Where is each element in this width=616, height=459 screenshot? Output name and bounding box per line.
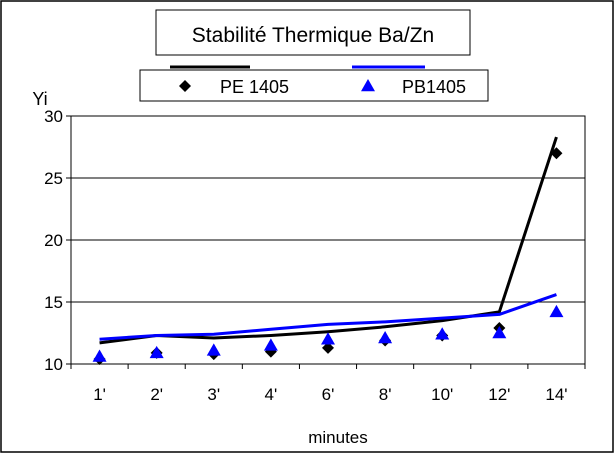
x-tick-label: 10' xyxy=(431,385,453,404)
data-point-pb1405 xyxy=(92,349,107,362)
x-tick-label: 8' xyxy=(379,385,392,404)
title-box xyxy=(155,9,471,56)
chart-title: Stabilité Thermique Ba/Zn xyxy=(192,24,434,47)
x-axis-label: minutes xyxy=(308,428,368,447)
data-point-pb1405 xyxy=(435,327,450,340)
legend-marker-1 xyxy=(361,79,375,92)
y-tick-label: 15 xyxy=(44,293,63,312)
x-tick-label: 3' xyxy=(207,385,220,404)
legend-marker-0 xyxy=(179,80,191,92)
data-point-pb1405 xyxy=(263,338,278,351)
legend: PE 1405 PB1405 xyxy=(170,65,466,97)
x-tick-label: 2' xyxy=(150,385,163,404)
x-tick-label: 14' xyxy=(545,385,567,404)
y-tick-label: 10 xyxy=(44,355,63,374)
data-point-pb1405 xyxy=(378,330,393,344)
y-axis-label: Yi xyxy=(32,89,47,109)
legend-box xyxy=(139,69,489,102)
data-point-pb1405 xyxy=(549,304,564,318)
data-point-pe1405 xyxy=(550,147,563,160)
data-point-pb1405 xyxy=(492,326,507,339)
x-tick-label: 1' xyxy=(93,385,106,404)
legend-label-0: PE 1405 xyxy=(220,77,289,97)
data-point-pe1405 xyxy=(322,341,334,354)
x-tick-label: 6' xyxy=(322,385,335,404)
legend-label-1: PB1405 xyxy=(402,77,466,97)
x-tick-label: 12' xyxy=(488,385,510,404)
trend-line-pb1405 xyxy=(99,293,557,341)
data-point-pb1405 xyxy=(321,332,335,345)
plot-area: 10 15 20 25 30 1' 2' 3' 4' 6' 8' 10' 12' 14' xyxy=(44,107,586,404)
x-tick-label: 4' xyxy=(265,385,278,404)
y-tick-label: 20 xyxy=(44,231,63,250)
data-point-pb1405 xyxy=(149,345,164,359)
y-tick-label: 30 xyxy=(44,107,63,126)
y-tick-label: 25 xyxy=(44,169,63,188)
data-point-pb1405 xyxy=(206,343,221,356)
